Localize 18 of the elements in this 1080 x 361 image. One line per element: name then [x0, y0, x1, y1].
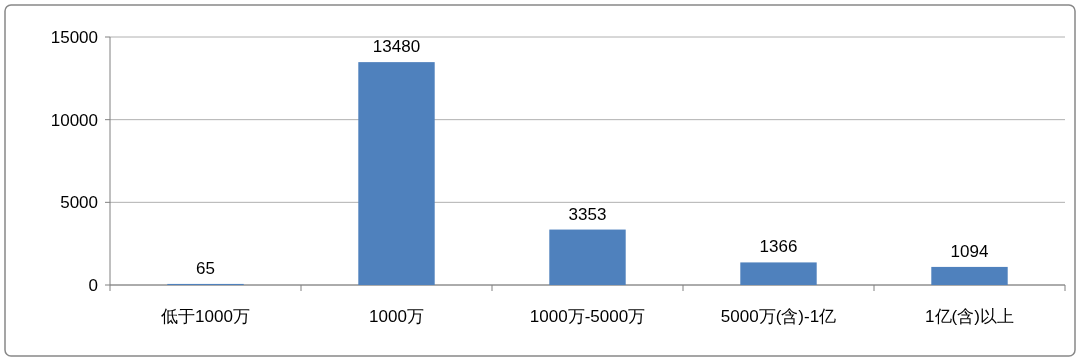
bar [740, 262, 817, 285]
bar [358, 62, 435, 285]
bar [931, 266, 1008, 285]
data-label: 1366 [759, 237, 798, 257]
y-tick-label: 5000 [60, 193, 98, 213]
x-tick-label: 1亿(含)以上 [925, 307, 1014, 326]
x-tick-label: 1000万-5000万 [529, 307, 646, 326]
data-label: 1094 [950, 241, 989, 261]
data-label: 3353 [568, 204, 607, 224]
y-tick-label: 10000 [50, 110, 98, 130]
x-tick-label: 5000万(含)-1亿 [720, 307, 837, 326]
data-label: 13480 [372, 37, 421, 57]
x-tick-label: 1000万 [369, 307, 424, 326]
y-tick-label: 0 [88, 276, 98, 295]
data-label: 65 [196, 258, 215, 278]
bar [549, 229, 626, 285]
x-tick-label: 低于1000万 [161, 307, 250, 326]
y-tick-label: 15000 [50, 28, 98, 47]
